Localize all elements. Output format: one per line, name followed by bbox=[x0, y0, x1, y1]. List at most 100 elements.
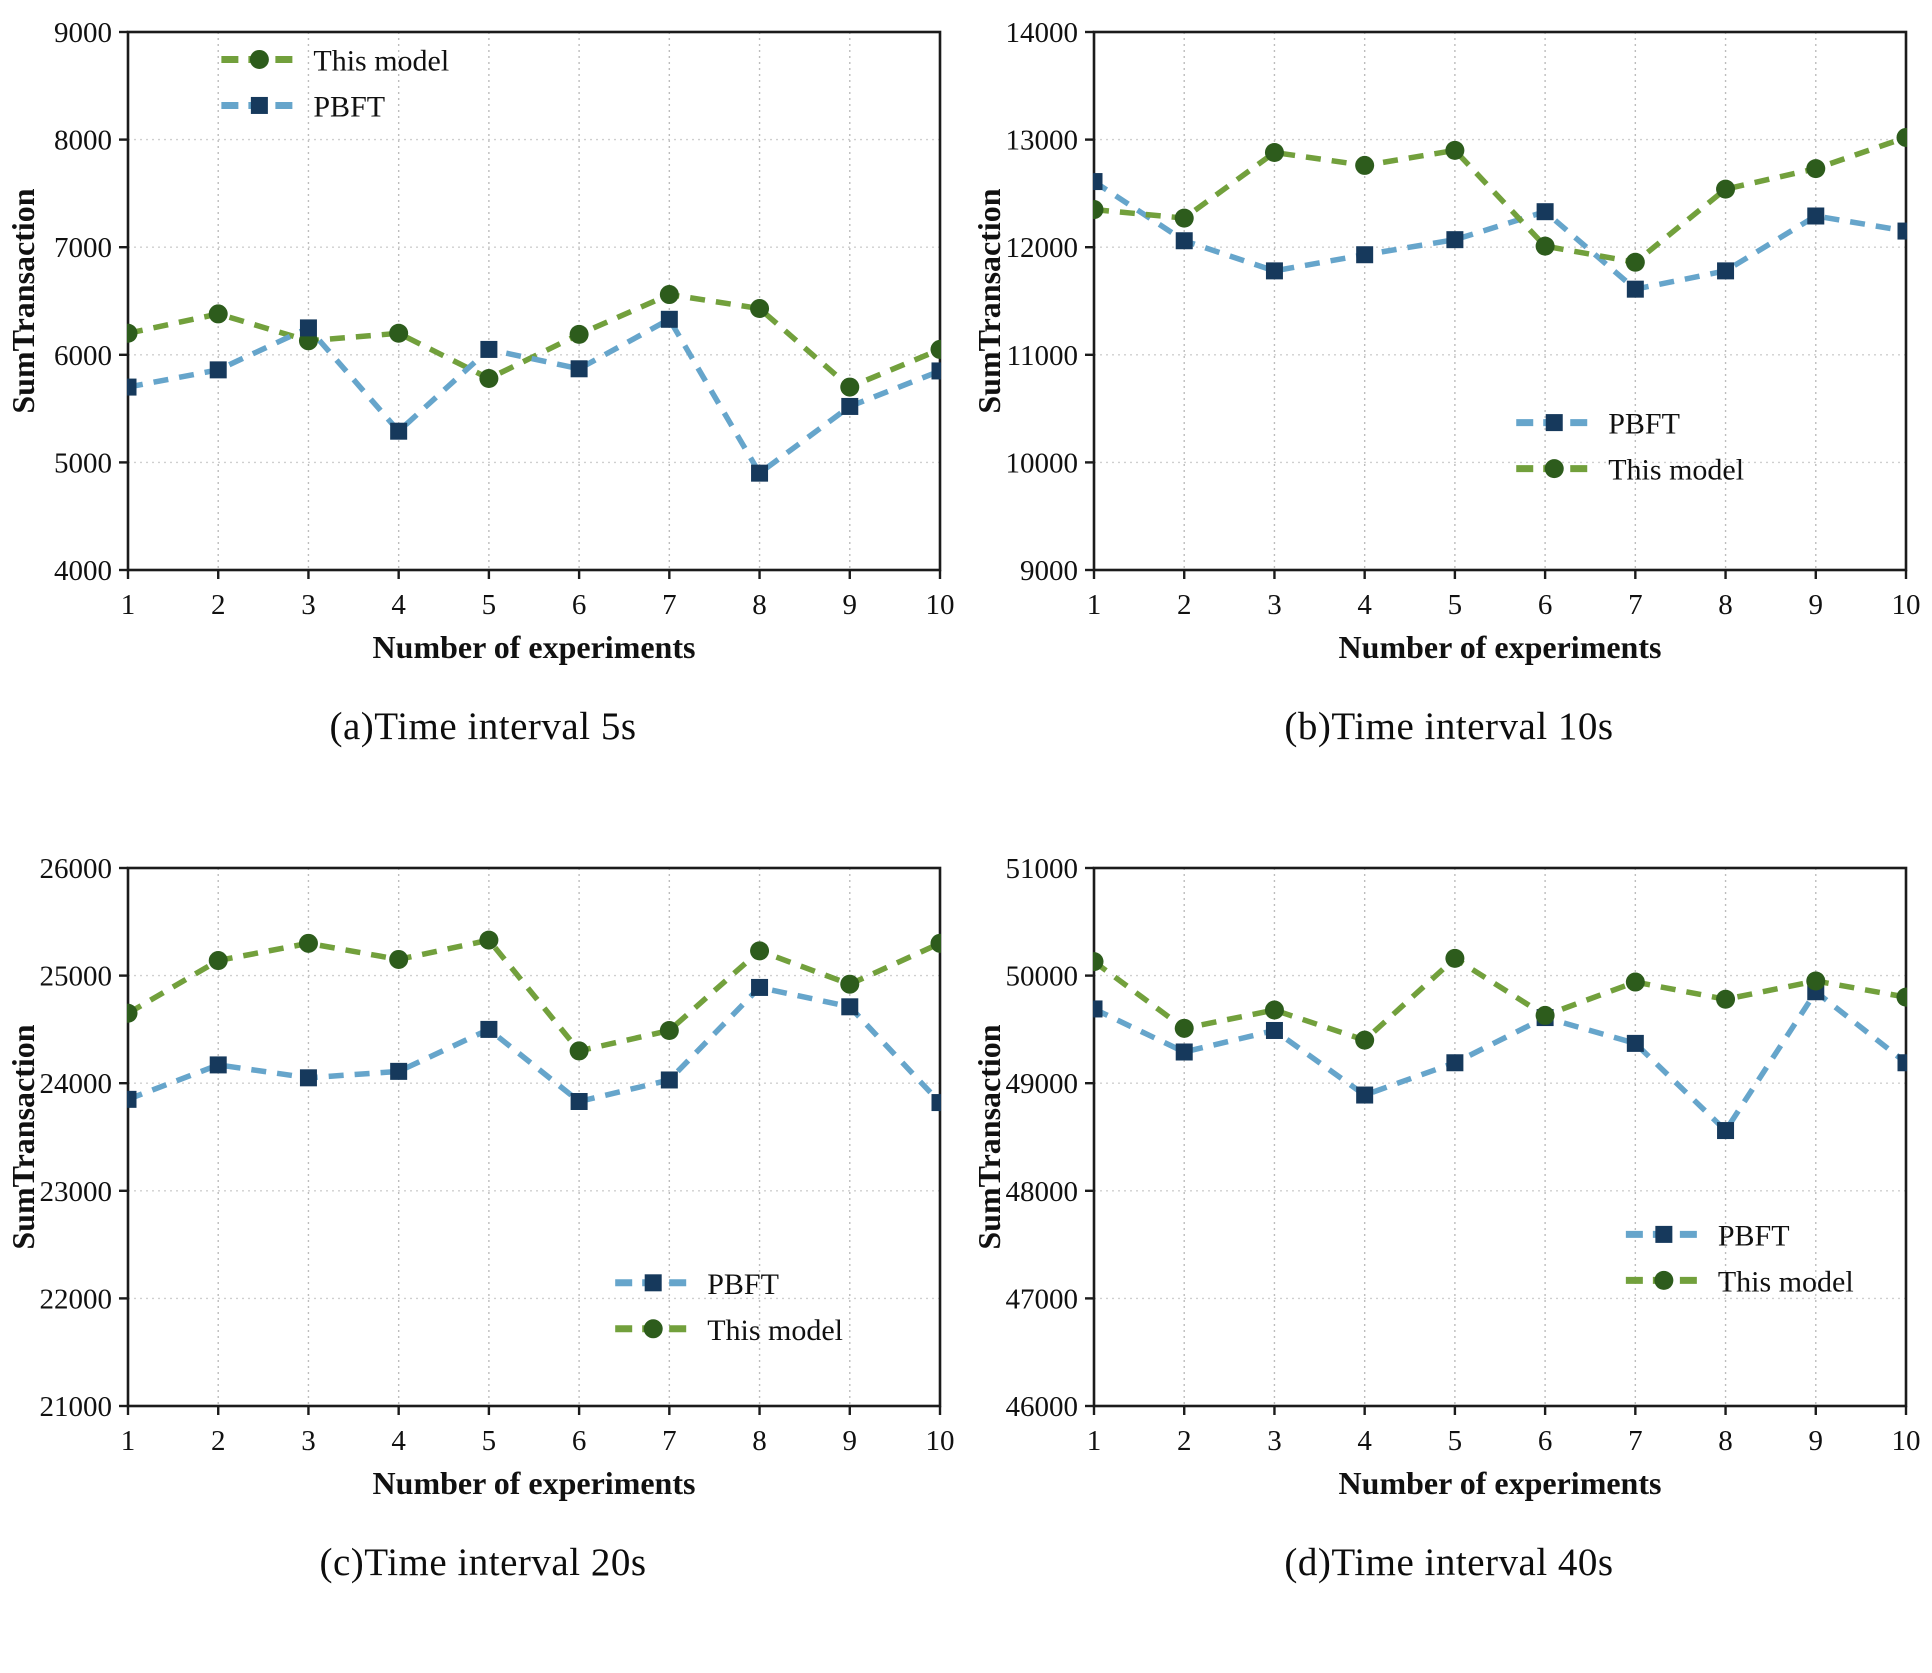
series-marker-this-model bbox=[1174, 1018, 1194, 1038]
chart-time-interval-5s: 1 2 3 4 5 6 7 8 9 10 4000 5000 6000 7000 8000 9000 Numbe… bbox=[5, 17, 955, 665]
series-line-pbft bbox=[1093, 987, 1907, 1135]
x-tick-label: 6 bbox=[572, 1425, 587, 1457]
y-tick-label: 9000 bbox=[1020, 555, 1078, 587]
series-marker-pbft bbox=[751, 464, 769, 482]
series-marker-pbft bbox=[1093, 173, 1103, 191]
panel-b: 1 2 3 4 5 6 7 8 9 10 9000 10000 11000 12000 13000 14000… bbox=[966, 0, 1932, 836]
chart-b-caption: (b)Time interval 10s bbox=[1284, 705, 1614, 748]
series-marker-pbft bbox=[1446, 1054, 1464, 1072]
series-marker-pbft bbox=[1175, 232, 1193, 250]
series-marker-this-model bbox=[1093, 200, 1104, 220]
series-marker-pbft bbox=[841, 397, 859, 415]
series-marker-pbft bbox=[299, 319, 317, 337]
series-marker-pbft bbox=[1626, 280, 1644, 298]
series-line-this-model bbox=[1093, 954, 1907, 1044]
x-tick-label: 9 bbox=[843, 589, 858, 621]
series-group bbox=[1093, 127, 1907, 298]
series-marker-this-model bbox=[1625, 252, 1645, 272]
y-tick-label: 7000 bbox=[54, 232, 112, 264]
legend-label: This model bbox=[1718, 1265, 1854, 1298]
series-marker-this-model bbox=[479, 368, 499, 388]
series-marker-pbft bbox=[480, 1020, 498, 1038]
series-marker-this-model bbox=[659, 1020, 679, 1040]
series-marker-this-model bbox=[750, 299, 770, 319]
x-tick-label: 4 bbox=[391, 1425, 406, 1457]
y-tick-label: 47000 bbox=[1006, 1283, 1079, 1315]
series-marker-pbft bbox=[1356, 246, 1374, 264]
series-marker-this-model bbox=[1716, 179, 1736, 199]
legend-marker bbox=[249, 49, 269, 69]
chart-c-caption: (c)Time interval 20s bbox=[319, 1541, 647, 1584]
legend-marker bbox=[1655, 1225, 1673, 1243]
series-marker-this-model bbox=[389, 949, 409, 969]
series-marker-pbft bbox=[1356, 1086, 1374, 1104]
series-marker-pbft bbox=[841, 998, 859, 1016]
x-tick-label: 10 bbox=[1892, 589, 1921, 621]
x-tick-label: 4 bbox=[1357, 589, 1372, 621]
series-marker-pbft bbox=[1717, 1122, 1735, 1140]
panel-c: 1 2 3 4 5 6 7 8 9 10 21000 22000 23000 24000 25000 2600… bbox=[0, 836, 966, 1673]
x-tick-label: 7 bbox=[1628, 589, 1643, 621]
x-tick-label: 5 bbox=[482, 589, 497, 621]
series-marker-this-model bbox=[840, 377, 860, 397]
series-marker-pbft bbox=[1897, 1054, 1907, 1072]
series-marker-this-model bbox=[1806, 971, 1826, 991]
legend-marker bbox=[250, 96, 268, 114]
x-tick-label: 9 bbox=[1809, 589, 1824, 621]
x-tick-label: 3 bbox=[301, 1425, 316, 1457]
series-marker-pbft bbox=[660, 310, 678, 328]
series-marker-this-model bbox=[930, 933, 941, 953]
axes-box bbox=[126, 866, 942, 1408]
series-marker-pbft bbox=[209, 1056, 227, 1074]
x-tick-label: 9 bbox=[843, 1425, 858, 1457]
series-marker-pbft bbox=[1265, 1021, 1283, 1039]
series-marker-this-model bbox=[1355, 1030, 1375, 1050]
y-tick-label: 12000 bbox=[1006, 232, 1079, 264]
series-marker-pbft bbox=[751, 978, 769, 996]
series-marker-pbft bbox=[390, 422, 408, 440]
axes-box bbox=[1092, 30, 1908, 572]
y-tick-label: 23000 bbox=[40, 1176, 113, 1208]
series-marker-this-model bbox=[127, 323, 138, 343]
legend-label: PBFT bbox=[313, 90, 385, 123]
y-tick-label: 49000 bbox=[1006, 1068, 1079, 1100]
series-marker-this-model bbox=[569, 1041, 589, 1061]
y-tick-label: 8000 bbox=[54, 125, 112, 157]
series-marker-this-model bbox=[479, 930, 499, 950]
y-tick-label: 10000 bbox=[1006, 447, 1079, 479]
series-marker-pbft bbox=[1897, 222, 1907, 240]
x-tick-label: 1 bbox=[1087, 589, 1102, 621]
x-tick-label: 1 bbox=[1087, 1425, 1102, 1457]
series-marker-pbft bbox=[209, 361, 227, 379]
y-tick-label: 6000 bbox=[54, 340, 112, 372]
series-marker-pbft bbox=[127, 378, 137, 396]
series-marker-this-model bbox=[1896, 987, 1907, 1007]
series-line-this-model bbox=[1093, 134, 1907, 266]
y-tick-label: 22000 bbox=[40, 1283, 113, 1315]
x-tick-label: 7 bbox=[662, 589, 677, 621]
series-marker-this-model bbox=[127, 1003, 138, 1023]
x-tick-label: 8 bbox=[752, 589, 767, 621]
x-tick-label: 5 bbox=[1448, 1425, 1463, 1457]
y-axis-label: SumTransaction bbox=[5, 1024, 41, 1249]
series-marker-pbft bbox=[1626, 1034, 1644, 1052]
y-tick-label: 11000 bbox=[1007, 340, 1078, 372]
series-marker-this-model bbox=[930, 339, 941, 359]
series-marker-pbft bbox=[931, 362, 941, 380]
x-tick-label: 8 bbox=[752, 1425, 767, 1457]
series-marker-pbft bbox=[931, 1094, 941, 1112]
legend-marker bbox=[1545, 414, 1563, 432]
series-marker-this-model bbox=[1716, 989, 1736, 1009]
y-tick-label: 4000 bbox=[54, 555, 112, 587]
x-tick-label: 2 bbox=[1177, 1425, 1192, 1457]
series-marker-pbft bbox=[570, 360, 588, 378]
y-axis-label: SumTransaction bbox=[5, 188, 41, 413]
series-marker-this-model bbox=[208, 304, 228, 324]
series-marker-this-model bbox=[1355, 155, 1375, 175]
chart-time-interval-20s: 1 2 3 4 5 6 7 8 9 10 21000 22000 23000 24000 25000 2600… bbox=[5, 853, 955, 1501]
panel-d: 1 2 3 4 5 6 7 8 9 10 46000 47000 48000 49000 50000 5100… bbox=[966, 836, 1932, 1673]
x-tick-label: 7 bbox=[662, 1425, 677, 1457]
x-axis-label: Number of experiments bbox=[373, 629, 696, 665]
series-marker-pbft bbox=[127, 1090, 137, 1108]
